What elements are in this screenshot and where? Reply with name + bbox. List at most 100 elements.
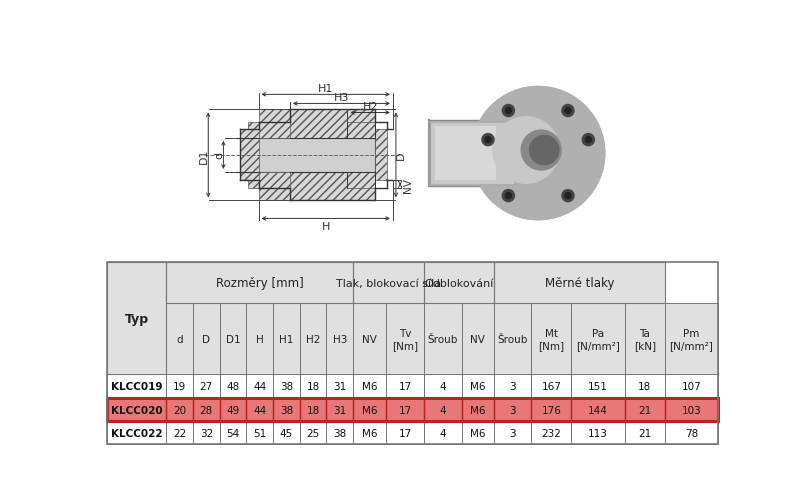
Text: 48: 48 — [226, 381, 240, 391]
Bar — [193, 375, 220, 398]
Bar — [107, 421, 166, 444]
Bar — [220, 398, 246, 421]
Text: 17: 17 — [398, 405, 412, 415]
Text: 45: 45 — [280, 428, 293, 438]
Bar — [436, 127, 496, 181]
Bar — [665, 421, 718, 444]
Bar — [166, 421, 193, 444]
Bar — [273, 398, 299, 421]
Bar — [258, 110, 375, 139]
Bar — [461, 375, 494, 398]
Bar — [438, 131, 487, 177]
Bar — [494, 421, 531, 444]
Bar — [241, 130, 258, 181]
Bar — [299, 398, 327, 421]
Bar — [531, 375, 572, 398]
Bar — [220, 421, 246, 444]
Bar — [348, 122, 375, 139]
Text: 3: 3 — [510, 381, 516, 391]
Text: 22: 22 — [173, 428, 186, 438]
Circle shape — [472, 87, 605, 220]
Text: NV: NV — [402, 177, 413, 192]
Text: 107: 107 — [682, 381, 701, 391]
Bar — [273, 375, 299, 398]
Bar — [166, 375, 193, 398]
Bar — [248, 172, 290, 189]
Bar — [299, 421, 327, 444]
Text: 4: 4 — [440, 405, 446, 415]
Bar — [625, 304, 665, 375]
Text: D: D — [202, 334, 210, 344]
Bar — [494, 375, 531, 398]
Text: M6: M6 — [361, 428, 378, 438]
Text: d: d — [215, 152, 225, 159]
Bar — [248, 122, 290, 139]
Text: H1: H1 — [318, 84, 333, 94]
Bar — [461, 398, 494, 421]
Text: 49: 49 — [226, 405, 240, 415]
Text: Měrné tlaky: Měrné tlaky — [545, 277, 614, 290]
Bar — [273, 421, 299, 444]
Bar — [107, 263, 166, 375]
Bar — [246, 304, 273, 375]
Bar — [353, 398, 386, 421]
Bar — [353, 421, 386, 444]
Bar — [166, 421, 193, 444]
Bar — [220, 398, 246, 421]
Bar — [220, 375, 246, 398]
Text: 51: 51 — [253, 428, 266, 438]
Bar — [193, 421, 220, 444]
Circle shape — [521, 131, 561, 171]
Text: 78: 78 — [685, 428, 698, 438]
Bar — [572, 375, 625, 398]
Bar — [625, 398, 665, 421]
Bar — [327, 398, 353, 421]
Bar — [353, 375, 386, 398]
Bar — [665, 375, 718, 398]
Bar — [258, 172, 375, 201]
Bar — [461, 304, 494, 375]
Circle shape — [486, 117, 559, 190]
Text: 21: 21 — [638, 405, 651, 415]
Circle shape — [562, 105, 574, 117]
Bar — [625, 398, 665, 421]
Bar — [572, 304, 625, 375]
Text: 27: 27 — [200, 381, 213, 391]
Bar — [220, 304, 246, 375]
Text: H1: H1 — [279, 334, 294, 344]
Bar — [327, 421, 353, 444]
Bar — [273, 421, 299, 444]
Circle shape — [585, 137, 592, 143]
Bar — [166, 263, 353, 304]
Bar — [386, 398, 424, 421]
Text: 17: 17 — [398, 381, 412, 391]
Text: KLCC022: KLCC022 — [111, 428, 163, 438]
Circle shape — [582, 134, 594, 146]
Text: H3: H3 — [334, 93, 349, 103]
Circle shape — [502, 105, 514, 117]
Bar — [424, 263, 494, 304]
Bar — [386, 421, 424, 444]
Bar — [531, 421, 572, 444]
Bar — [348, 172, 375, 189]
Bar — [572, 398, 625, 421]
Bar — [665, 398, 718, 421]
Text: Typ: Typ — [125, 312, 149, 325]
Bar — [461, 398, 494, 421]
Bar — [665, 421, 718, 444]
Bar — [353, 263, 424, 304]
Text: 44: 44 — [253, 381, 266, 391]
Bar — [424, 398, 461, 421]
Bar — [461, 421, 494, 444]
Text: D: D — [396, 151, 406, 160]
Text: M6: M6 — [361, 381, 378, 391]
Text: 38: 38 — [333, 428, 346, 438]
Bar — [494, 375, 531, 398]
Bar — [625, 304, 665, 375]
Text: 4: 4 — [440, 381, 446, 391]
Bar — [572, 421, 625, 444]
Bar — [193, 304, 220, 375]
Bar — [107, 398, 166, 421]
Bar — [327, 375, 353, 398]
Bar — [375, 130, 387, 181]
